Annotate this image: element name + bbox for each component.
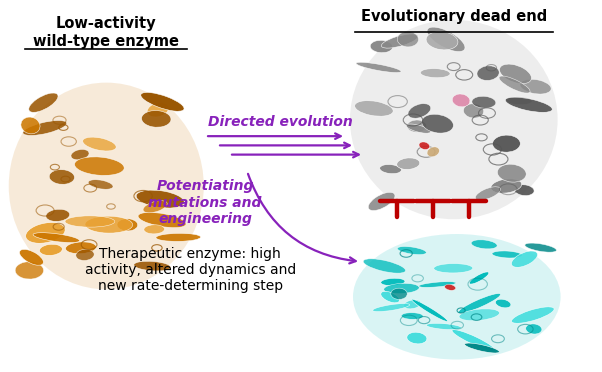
Ellipse shape: [350, 20, 557, 219]
Ellipse shape: [9, 83, 203, 289]
Ellipse shape: [492, 135, 520, 152]
Ellipse shape: [465, 343, 500, 353]
Ellipse shape: [434, 263, 473, 273]
Ellipse shape: [134, 261, 171, 271]
Ellipse shape: [495, 299, 511, 308]
Ellipse shape: [144, 225, 164, 234]
Ellipse shape: [407, 120, 427, 132]
Ellipse shape: [368, 192, 395, 211]
Ellipse shape: [373, 304, 410, 312]
Ellipse shape: [497, 164, 526, 182]
Ellipse shape: [401, 312, 423, 320]
Ellipse shape: [383, 283, 419, 294]
Ellipse shape: [381, 34, 418, 48]
Ellipse shape: [397, 32, 418, 47]
Ellipse shape: [71, 150, 89, 160]
Text: Directed evolution: Directed evolution: [208, 115, 352, 129]
Ellipse shape: [49, 170, 75, 185]
Ellipse shape: [458, 294, 500, 313]
Ellipse shape: [499, 76, 530, 93]
Ellipse shape: [491, 179, 522, 193]
Ellipse shape: [525, 243, 556, 252]
Ellipse shape: [356, 62, 401, 73]
Ellipse shape: [512, 251, 538, 267]
Ellipse shape: [156, 233, 200, 241]
Ellipse shape: [412, 299, 448, 321]
Ellipse shape: [21, 117, 40, 134]
Ellipse shape: [471, 240, 497, 249]
Ellipse shape: [82, 137, 116, 151]
Ellipse shape: [66, 242, 96, 254]
Ellipse shape: [477, 66, 499, 80]
Ellipse shape: [397, 247, 426, 254]
Text: Potentiating
mutations and
engineering: Potentiating mutations and engineering: [149, 179, 262, 226]
Ellipse shape: [141, 92, 184, 111]
Ellipse shape: [75, 157, 124, 176]
Ellipse shape: [381, 278, 405, 286]
Ellipse shape: [136, 190, 184, 208]
Ellipse shape: [141, 110, 171, 127]
Text: Therapeutic enzyme: high
activity, altered dynamics and
new rate-determining ste: Therapeutic enzyme: high activity, alter…: [84, 247, 296, 293]
Ellipse shape: [520, 79, 551, 94]
Ellipse shape: [363, 259, 406, 273]
Ellipse shape: [426, 323, 461, 330]
Ellipse shape: [46, 209, 70, 221]
Ellipse shape: [353, 234, 560, 359]
Ellipse shape: [406, 124, 431, 133]
Ellipse shape: [85, 216, 132, 233]
Ellipse shape: [472, 96, 496, 108]
Ellipse shape: [427, 147, 439, 157]
Ellipse shape: [380, 164, 402, 174]
Ellipse shape: [476, 187, 501, 200]
Ellipse shape: [418, 282, 456, 288]
Ellipse shape: [76, 249, 94, 260]
Ellipse shape: [408, 104, 431, 118]
Ellipse shape: [506, 97, 532, 105]
Ellipse shape: [419, 142, 430, 150]
Ellipse shape: [404, 300, 421, 309]
Ellipse shape: [147, 103, 169, 117]
Ellipse shape: [420, 68, 450, 78]
Ellipse shape: [407, 332, 427, 344]
Ellipse shape: [355, 101, 393, 116]
Ellipse shape: [33, 233, 79, 243]
Ellipse shape: [26, 222, 65, 243]
Ellipse shape: [426, 32, 458, 50]
Ellipse shape: [445, 285, 456, 290]
Ellipse shape: [514, 185, 534, 196]
Ellipse shape: [19, 249, 43, 265]
Text: Evolutionary dead end: Evolutionary dead end: [361, 9, 547, 24]
Ellipse shape: [138, 212, 186, 228]
Ellipse shape: [459, 309, 500, 321]
Ellipse shape: [492, 251, 522, 258]
Ellipse shape: [421, 114, 453, 133]
Ellipse shape: [391, 288, 408, 299]
Ellipse shape: [470, 272, 489, 284]
Ellipse shape: [452, 94, 470, 107]
Ellipse shape: [505, 97, 552, 112]
Ellipse shape: [15, 262, 43, 279]
Ellipse shape: [40, 244, 63, 256]
Ellipse shape: [370, 40, 393, 53]
Ellipse shape: [65, 216, 115, 227]
Ellipse shape: [381, 291, 400, 303]
Ellipse shape: [427, 27, 465, 52]
Ellipse shape: [29, 93, 58, 112]
Ellipse shape: [117, 219, 138, 231]
Ellipse shape: [464, 104, 484, 118]
Ellipse shape: [88, 180, 113, 189]
Ellipse shape: [526, 324, 542, 334]
Text: Low-activity
wild-type enzyme: Low-activity wild-type enzyme: [33, 16, 179, 49]
Ellipse shape: [143, 201, 167, 213]
Ellipse shape: [23, 121, 67, 135]
Ellipse shape: [397, 158, 420, 170]
Ellipse shape: [512, 307, 554, 323]
Ellipse shape: [452, 330, 494, 350]
Ellipse shape: [500, 64, 532, 84]
